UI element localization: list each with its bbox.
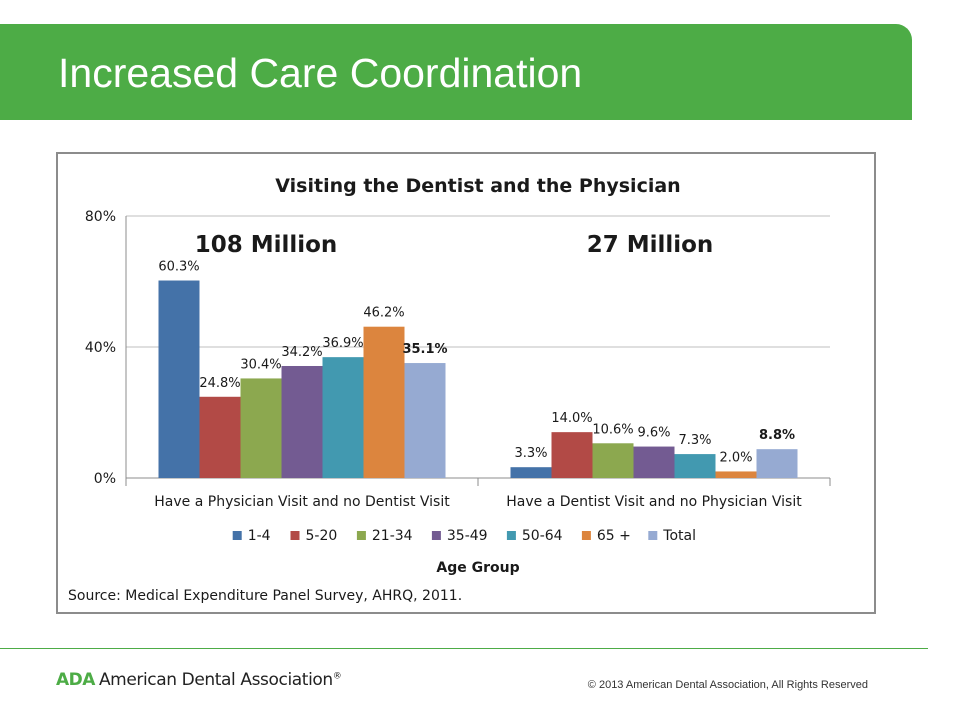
y-tick-label: 80% [85, 209, 116, 225]
legend-label: 5-20 [306, 528, 338, 544]
data-label: 30.4% [240, 357, 281, 372]
legend-label: Total [662, 528, 696, 544]
data-label: 9.6% [637, 426, 670, 441]
legend-label: 50-64 [522, 528, 563, 544]
data-label: 7.3% [678, 433, 711, 448]
bar-total-cat1 [404, 363, 446, 478]
bar-21-34-cat2 [592, 443, 634, 478]
title-banner [0, 24, 912, 120]
data-label: 46.2% [363, 306, 404, 321]
data-label: 24.8% [199, 376, 240, 391]
legend-swatch [581, 531, 591, 540]
bar-35-49-cat1 [281, 365, 323, 478]
data-label: 3.3% [514, 446, 547, 461]
legend-label: 35-49 [447, 528, 488, 544]
x-category-label: Have a Physician Visit and no Dentist Vi… [154, 494, 450, 510]
footer-divider [0, 648, 928, 649]
logo-name: American Dental Association [98, 670, 333, 690]
legend-label: 21-34 [372, 528, 413, 544]
legend-label: 65 + [597, 528, 631, 544]
bar-65--cat1 [363, 326, 405, 478]
bar-50-64-cat1 [322, 357, 364, 478]
data-label: 60.3% [158, 260, 199, 275]
legend-swatch [506, 531, 516, 540]
legend-swatch [232, 531, 242, 540]
bar-5-20-cat1 [199, 396, 241, 478]
bar-50-64-cat2 [674, 454, 716, 478]
bar-1-4-cat2 [510, 467, 552, 478]
x-category-label: Have a Dentist Visit and no Physician Vi… [506, 494, 802, 510]
data-label: 14.0% [551, 411, 592, 426]
data-label: 8.8% [759, 428, 795, 443]
data-label: 36.9% [322, 336, 363, 351]
chart-source: Source: Medical Expenditure Panel Survey… [68, 588, 462, 604]
registered-mark: ® [332, 671, 342, 682]
chart-title: Visiting the Dentist and the Physician [275, 175, 680, 197]
bar-21-34-cat1 [240, 378, 282, 478]
data-label: 34.2% [281, 345, 322, 360]
bar-1-4-cat1 [158, 280, 200, 478]
legend-swatch [431, 531, 441, 540]
bar-total-cat2 [756, 449, 798, 478]
bar-65--cat2 [715, 471, 757, 478]
category-total-annotation: 108 Million [195, 232, 338, 258]
bar-35-49-cat2 [633, 446, 675, 478]
legend-title: Age Group [436, 560, 519, 576]
bar-5-20-cat2 [551, 432, 593, 478]
bar-chart: Visiting the Dentist and the Physician 0%… [68, 175, 831, 604]
legend-label: 1-4 [248, 528, 271, 544]
chart-frame: Visiting the Dentist and the Physician 0%… [56, 152, 876, 614]
slide-title: Increased Care Coordination [58, 50, 583, 96]
y-tick-label: 0% [94, 471, 116, 487]
category-total-annotation: 27 Million [587, 232, 714, 258]
logo-abbreviation: ADA [56, 670, 95, 690]
data-label: 10.6% [592, 422, 633, 437]
legend-swatch [290, 531, 300, 540]
data-label: 2.0% [719, 450, 752, 465]
legend-swatch [648, 531, 658, 540]
ada-logo: ADA American Dental Association® [56, 670, 342, 690]
copyright-notice: © 2013 American Dental Association, All … [587, 679, 868, 691]
y-tick-label: 40% [85, 340, 116, 356]
data-label: 35.1% [402, 342, 447, 357]
legend-swatch [356, 531, 366, 540]
